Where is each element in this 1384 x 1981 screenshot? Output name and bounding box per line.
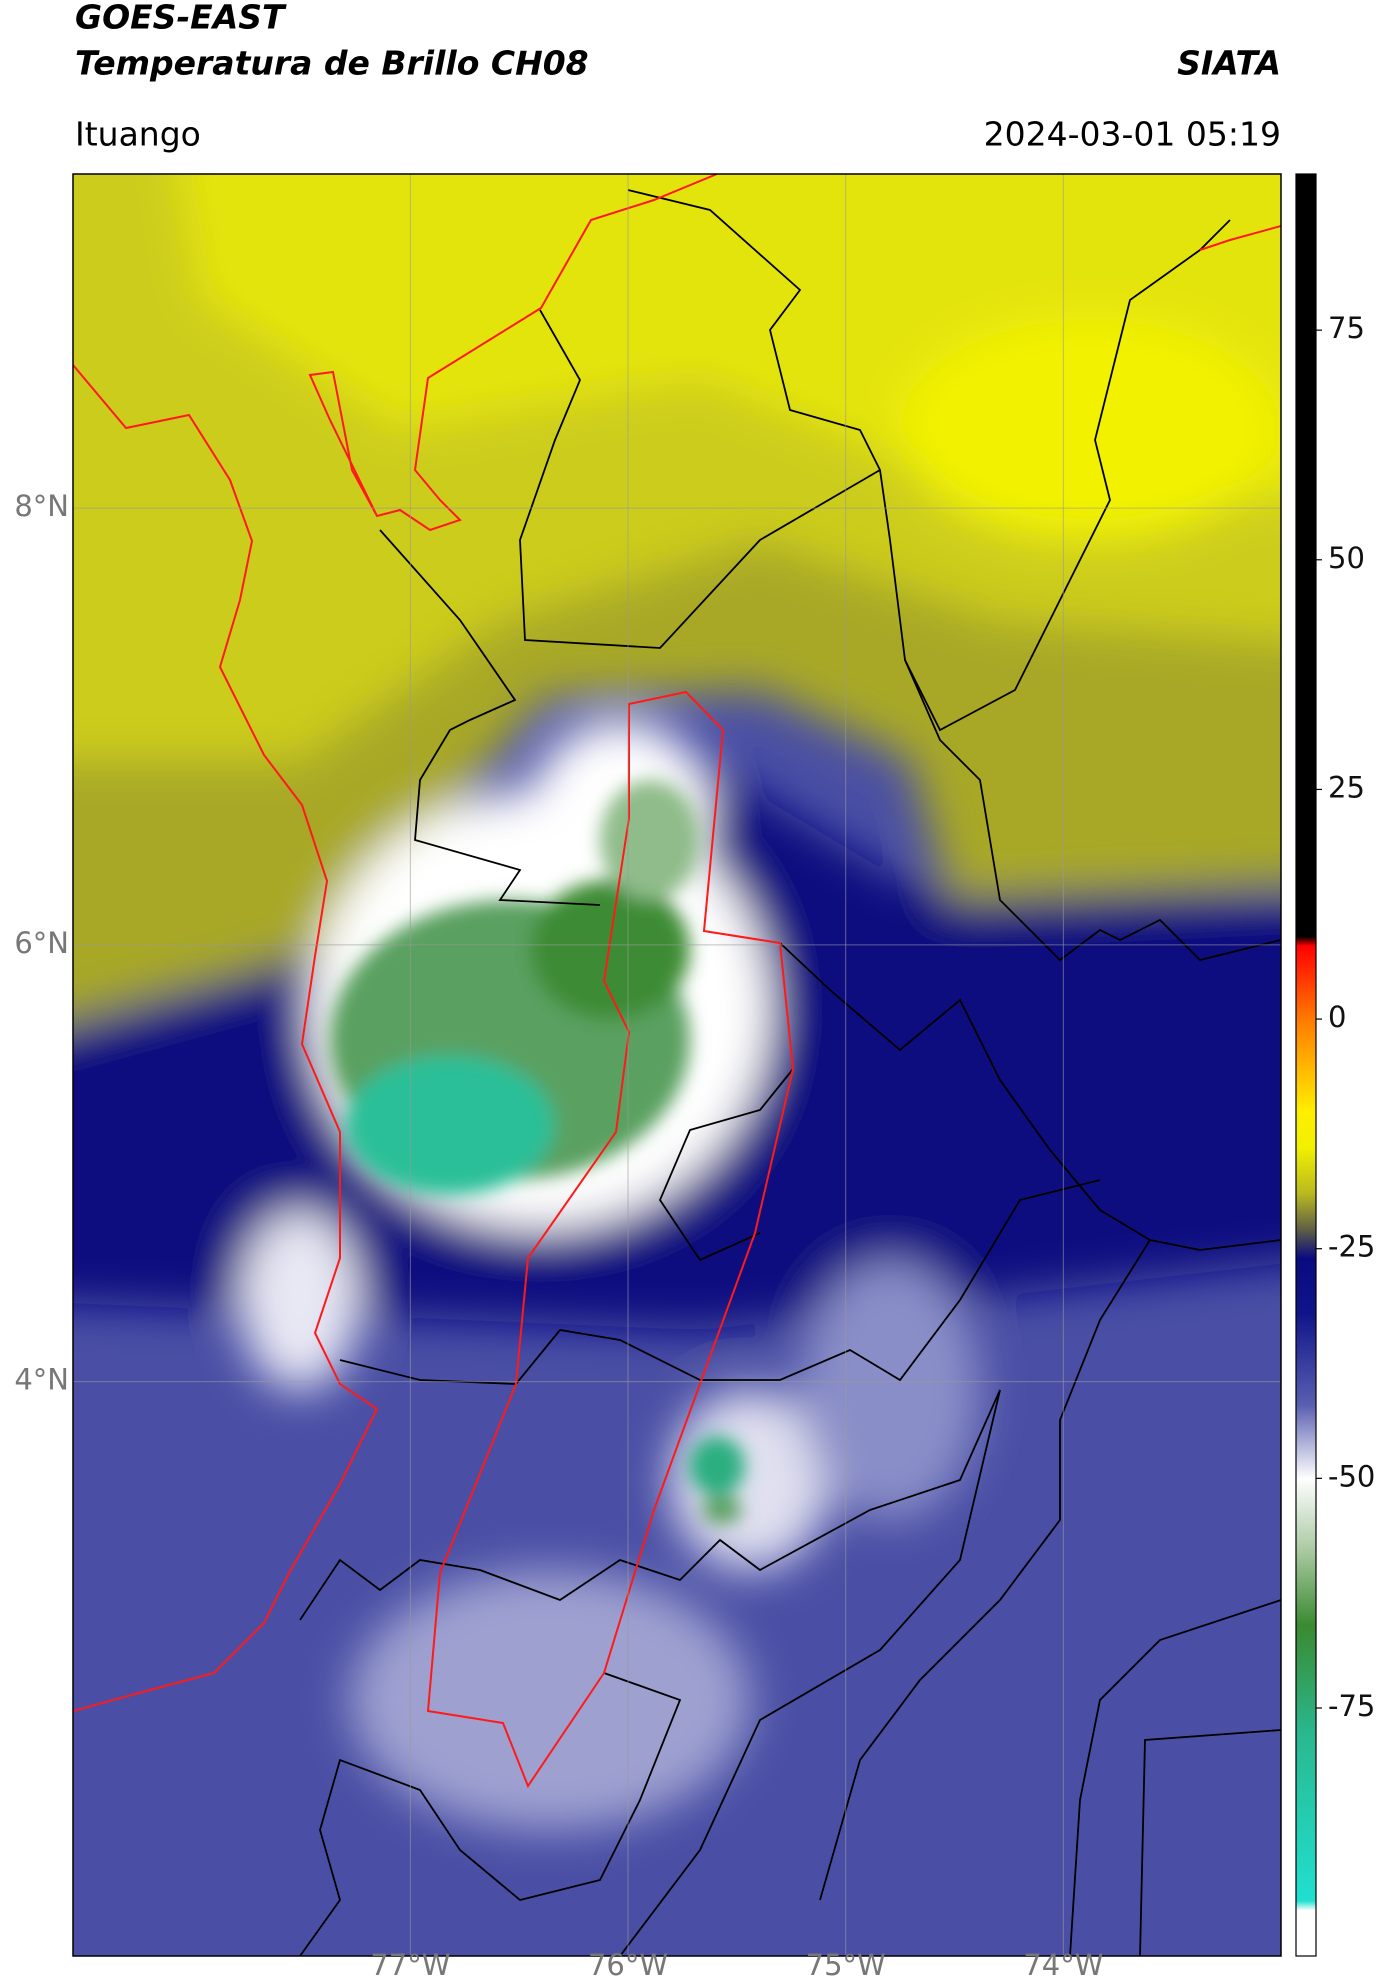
dept-border [779,942,1281,1251]
core-green [702,1496,742,1524]
core-teal [689,1436,745,1496]
colorbar-tick-label: -75 [1328,1689,1375,1723]
dept-border [619,1389,1001,1956]
dept-border [658,1068,794,1262]
dept-border [519,309,881,649]
dept-border [1069,1599,1281,1956]
cloud-white [240,1210,360,1390]
coastline [308,174,718,532]
location: Ituango [75,115,201,154]
colorbar-segment [1296,1230,1316,1259]
colorbar-segment [1296,174,1316,937]
colorbar-segment [1296,1147,1316,1195]
colorbar-segment [1296,1313,1316,1406]
colorbar-segment [1296,1404,1316,1479]
cloud-light [670,1390,830,1570]
colorbar-tick-label: -25 [1328,1230,1375,1264]
x-tick-label: 76°W [588,1948,668,1981]
core-teal [345,1055,555,1195]
colorbar-frame [1295,173,1317,1957]
source: SIATA [1177,44,1281,83]
x-tick-label: 77°W [370,1948,450,1981]
datetime: 2024-03-01 05:19 [984,115,1281,154]
x-tick-label: 75°W [806,1948,886,1981]
dept-border [819,1239,1151,1901]
colorbar-segment [1296,1478,1316,1553]
coastline [1199,225,1281,251]
colorbar-segment [1296,1625,1316,1737]
department-outline [426,690,795,1789]
y-tick-label: 6°N [14,926,69,960]
title: GOES-EAST [75,0,287,37]
colorbar-segment [1296,1551,1316,1626]
x-tick-label: 74°W [1023,1948,1103,1981]
bright-spot [900,320,1280,540]
colorbar-segment [1296,936,1316,947]
subtitle: Temperatura de Brillo CH08 [75,44,589,83]
y-tick-label: 4°N [14,1363,69,1397]
core-green [600,780,700,900]
colorbar-segment [1296,1735,1316,1902]
dept-border [379,529,601,906]
core-green [530,880,690,1020]
colorbar-tick-label: 50 [1328,541,1365,575]
colorbar-segment [1296,1019,1316,1112]
colorbar-tick-label: 25 [1328,770,1365,804]
dept-border [339,1179,1101,1385]
colorbar-segment [1296,1910,1316,1957]
colorbar-segment [1296,945,1316,1020]
colorbar-tick-label: 0 [1328,1000,1346,1034]
colorbar-tick-label: 75 [1328,311,1365,345]
cloud-light [800,1260,980,1520]
colorbar-segment [1296,1257,1316,1314]
colorbar [1296,174,1316,1957]
cloud-cores [330,780,745,1524]
colorbar-segment [1296,1193,1316,1231]
coastline [73,364,379,1712]
cloud-light [350,1570,750,1830]
borders [73,174,1281,1956]
dept-border [1139,1729,1281,1956]
dept-border [299,1672,682,1956]
colorbar-segment [1296,1900,1316,1911]
dept-border [299,1389,1001,1621]
grid [73,174,1281,1956]
y-tick-label: 8°N [14,489,69,523]
map-frame [72,173,1282,1957]
colorbar-segment [1296,1110,1316,1149]
dept-border [627,189,1231,732]
colorbar-tick-label: -50 [1328,1459,1375,1493]
